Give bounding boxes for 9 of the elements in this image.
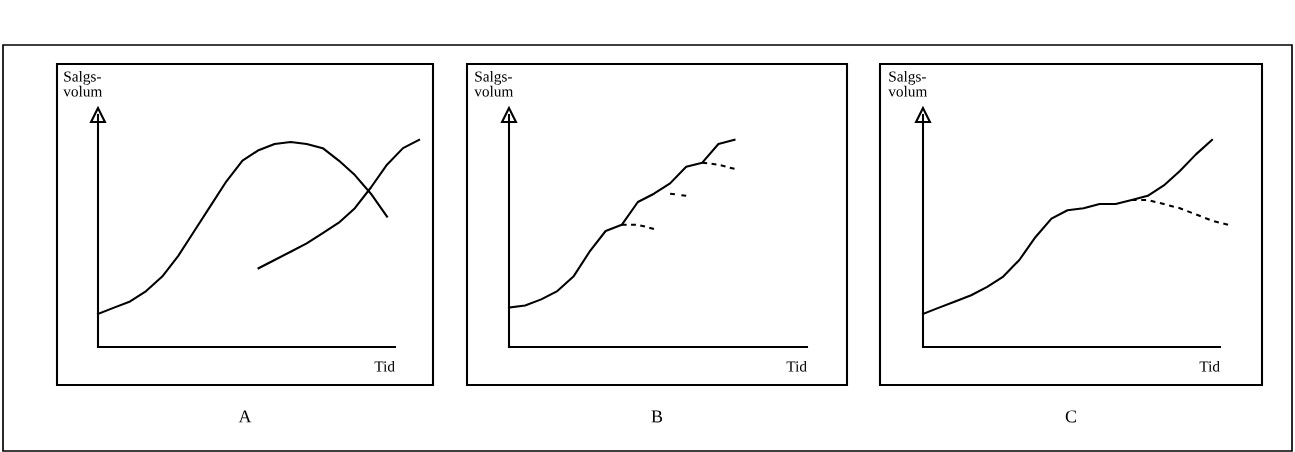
text: B [651, 410, 663, 423]
text: A [238, 410, 252, 423]
x-axis-title: Tid [374, 360, 395, 372]
y-axis-title: Salgs- volum [63, 70, 103, 97]
y-axis-title: Salgs- volum [474, 70, 514, 97]
x-axis-title: Tid [1199, 360, 1220, 372]
text: C [1065, 410, 1077, 423]
y-axis-title: Salgs- volum [888, 70, 928, 97]
x-axis-title: Tid [786, 360, 807, 372]
